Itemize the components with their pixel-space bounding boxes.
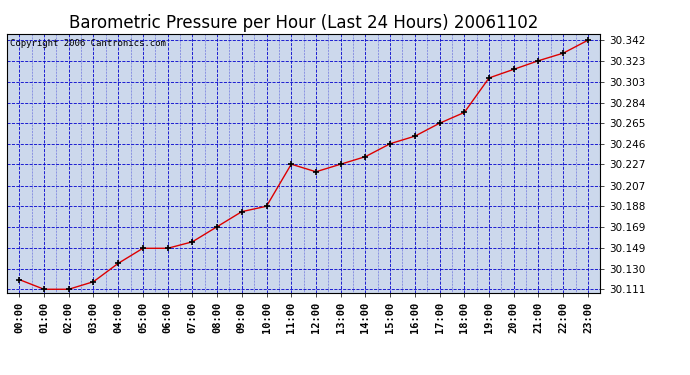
Text: Copyright 2006 Cantronics.com: Copyright 2006 Cantronics.com [10,39,166,48]
Title: Barometric Pressure per Hour (Last 24 Hours) 20061102: Barometric Pressure per Hour (Last 24 Ho… [69,14,538,32]
